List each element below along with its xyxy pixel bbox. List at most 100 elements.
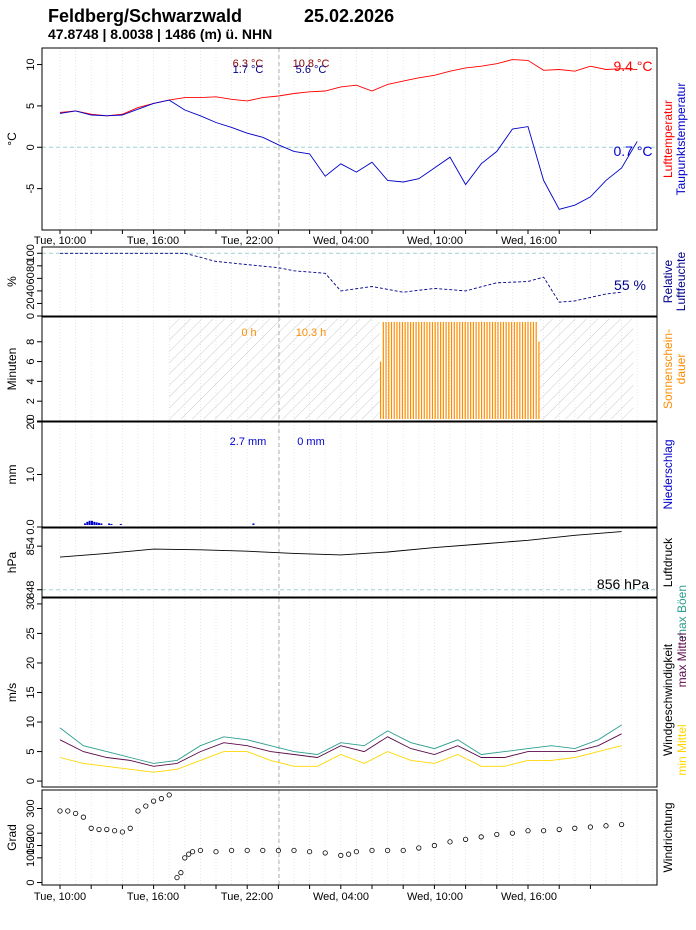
y-tick-label: 80 (25, 260, 37, 272)
y-tick-label: 0 (25, 144, 37, 150)
temp-annotation: 6.3 °C (233, 58, 264, 70)
direction-point (104, 826, 110, 833)
y-tick-label: 20 (25, 657, 37, 669)
y-tick-label: 2.0 (25, 414, 37, 429)
direction-point (322, 850, 328, 856)
direction-point (80, 814, 87, 820)
direction-point (178, 870, 184, 876)
right-axis-label: min Mittel (675, 724, 689, 775)
right-axis-label: Lufttemperatur (661, 100, 675, 178)
y-axis-label: °C (5, 132, 19, 146)
precip-annotation: 0 mm (297, 436, 325, 448)
y-tick-label: 0 (25, 879, 37, 885)
direction-point (306, 849, 313, 855)
sun-annotation: 0 h (241, 327, 256, 339)
series-line (59, 733, 622, 767)
current-temperature: 9.4 °C (613, 58, 652, 74)
direction-point (462, 836, 469, 842)
x-tick-label: Wed, 16:00 (501, 891, 557, 903)
direction-point (57, 808, 63, 814)
right-axis-label: max Mittel (675, 633, 689, 688)
series-line (59, 531, 622, 558)
series-line (60, 252, 622, 303)
y-tick-label: 300 (25, 799, 37, 817)
right-axis-label: Windrichtung (661, 802, 675, 872)
direction-point (135, 808, 141, 814)
right-axis-label: Niederschlag (661, 439, 675, 509)
direction-point (556, 826, 562, 833)
direction-point (182, 855, 188, 861)
temp-annotation: 5.6 °C (296, 64, 327, 76)
temp-annotation: 1.7 °C (233, 64, 264, 76)
temp-annotation: 10.8 °C (293, 58, 330, 70)
series-line (59, 724, 622, 764)
station-title: Feldberg/Schwarzwald (48, 6, 243, 26)
direction-point (186, 851, 192, 857)
station-location: 47.8748 | 8.0038 | 1486 (m) ü. NHN (48, 26, 273, 42)
direction-point (96, 826, 102, 833)
direction-point (174, 874, 180, 881)
y-tick-label: 100 (25, 849, 37, 867)
direction-point (229, 847, 235, 854)
x-tick-label: Tue, 16:00 (127, 235, 179, 247)
y-tick-label: 0 (25, 778, 37, 784)
direction-point (416, 845, 422, 851)
direction-point (540, 828, 547, 834)
direction-point (369, 847, 375, 854)
sun-annotation: 10.3 h (296, 327, 327, 339)
y-tick-label: 40 (25, 285, 37, 297)
x-tick-label: Wed, 10:00 (407, 891, 463, 903)
x-tick-label: Tue, 22:00 (221, 891, 273, 903)
direction-point (384, 847, 391, 854)
series-line (59, 745, 622, 773)
right-axis-label: Taupunktstemperatur (674, 83, 688, 196)
y-tick-label: 30 (25, 598, 37, 610)
y-tick-label: 10 (25, 716, 37, 728)
direction-point (213, 849, 219, 855)
direction-point (143, 803, 149, 809)
y-tick-label: 10 (25, 58, 37, 70)
night-hatch (169, 319, 380, 419)
direction-point (525, 828, 531, 834)
series-line (59, 59, 638, 117)
y-axis-label: % (5, 276, 19, 287)
direction-point (400, 847, 406, 854)
y-tick-label: 1.0 (25, 467, 37, 482)
y-axis-label: Minuten (5, 348, 19, 391)
y-tick-label: 0.0 (25, 519, 37, 534)
panel-frame (41, 789, 658, 886)
y-tick-label: 20 (25, 297, 37, 309)
direction-point (494, 831, 500, 838)
panel-frame (41, 316, 658, 422)
right-axis-label: Windgeschwindigkeit (661, 643, 675, 756)
direction-point (190, 849, 196, 855)
panel-frame (41, 246, 658, 317)
night-hatch (539, 319, 634, 419)
x-tick-label: Wed, 16:00 (501, 235, 557, 247)
panel-frame (41, 421, 658, 528)
direction-point (151, 798, 157, 804)
direction-point (158, 796, 164, 802)
direction-point (338, 852, 344, 858)
direction-point (603, 823, 609, 829)
right-axis-label: max Böen (675, 585, 689, 639)
precip-annotation: 2.7 mm (230, 436, 267, 448)
direction-point (345, 851, 352, 857)
direction-point (244, 847, 250, 854)
y-tick-label: -5 (25, 184, 37, 194)
direction-point (112, 828, 118, 834)
direction-point (291, 847, 297, 854)
y-tick-label: 6 (25, 359, 37, 365)
current-humidity: 55 % (614, 277, 646, 293)
direction-point (127, 825, 133, 831)
series-line (59, 99, 638, 210)
right-axis-label: Luftfeuchte (674, 251, 688, 311)
current-dewpoint: 0.7 °C (613, 143, 652, 159)
y-tick-label: 8 (25, 339, 37, 345)
y-tick-label: 2 (25, 398, 37, 404)
y-tick-label: 5 (25, 749, 37, 755)
direction-point (260, 847, 266, 854)
direction-point (509, 830, 516, 836)
x-tick-label: Tue, 22:00 (221, 235, 273, 247)
